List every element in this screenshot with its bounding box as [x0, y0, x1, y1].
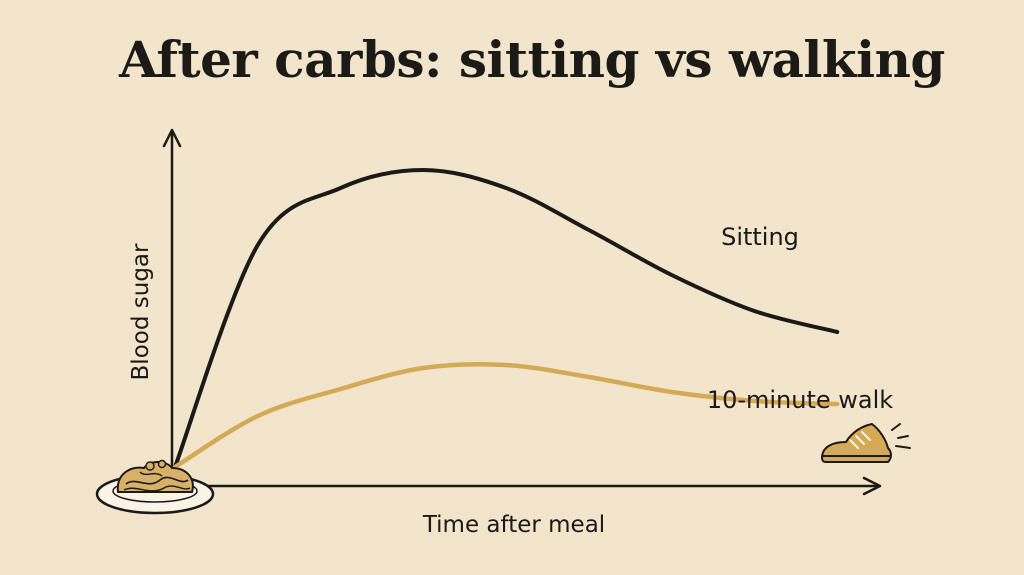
- x-axis-label: Time after meal: [422, 512, 605, 538]
- series-label-walk: 10-minute walk: [707, 386, 893, 414]
- pasta-plate-icon: [95, 459, 215, 515]
- walking-shoe-icon: [821, 423, 911, 463]
- x-axis-arrow: [862, 476, 882, 496]
- series-line-sitting: [173, 168, 840, 469]
- y-axis-label: Blood sugar: [128, 243, 154, 380]
- y-axis-arrow: [162, 128, 182, 148]
- series-label-sitting: Sitting: [721, 223, 799, 251]
- series-line-walk: [172, 361, 840, 470]
- chart-title: After carbs: sitting vs walking: [119, 30, 945, 89]
- series-layer: Sitting 10-minute walk: [172, 168, 893, 470]
